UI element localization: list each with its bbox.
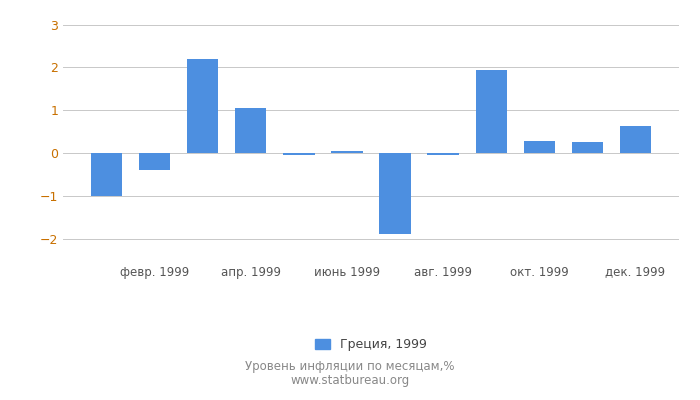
Bar <box>187 59 218 153</box>
Bar <box>331 151 363 153</box>
Bar <box>235 108 267 153</box>
Bar <box>91 153 122 196</box>
Bar <box>379 153 411 234</box>
Bar <box>524 142 555 153</box>
Bar <box>428 153 458 155</box>
Bar <box>620 126 651 153</box>
Bar <box>139 153 170 170</box>
Text: www.statbureau.org: www.statbureau.org <box>290 374 410 387</box>
Bar <box>572 142 603 153</box>
Text: Уровень инфляции по месяцам,%: Уровень инфляции по месяцам,% <box>245 360 455 373</box>
Bar <box>284 153 314 155</box>
Legend: Греция, 1999: Греция, 1999 <box>310 333 432 356</box>
Bar <box>475 70 507 153</box>
